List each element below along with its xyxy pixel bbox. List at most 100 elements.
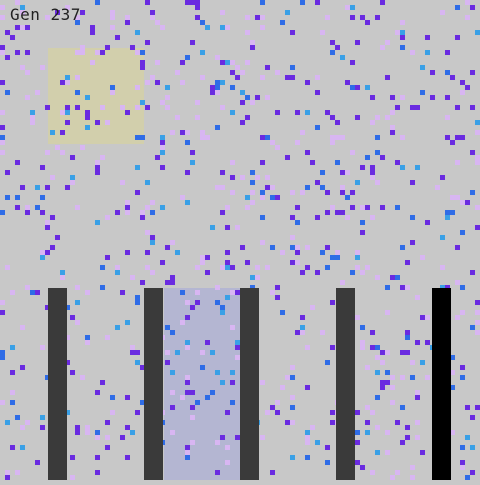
particle [375, 115, 380, 120]
particle [160, 145, 165, 150]
particle [250, 100, 255, 105]
particle [85, 115, 90, 120]
particle [230, 60, 235, 65]
particle [320, 30, 325, 35]
particle [215, 440, 220, 445]
particle [60, 80, 65, 85]
particle [385, 115, 390, 120]
particle [125, 320, 130, 325]
particle [390, 130, 395, 135]
particle [165, 245, 170, 250]
particle [180, 80, 185, 85]
particle [25, 25, 30, 30]
particle [275, 110, 280, 115]
particle [45, 250, 50, 255]
particle [20, 425, 25, 430]
particle [125, 200, 130, 205]
particle [330, 255, 335, 260]
particle [295, 250, 300, 255]
particle [195, 100, 200, 105]
particle [230, 380, 235, 385]
particle [370, 175, 375, 180]
particle [325, 110, 330, 115]
particle [390, 275, 395, 280]
particle [215, 185, 220, 190]
particle [140, 100, 145, 105]
particle [305, 150, 310, 155]
particle [260, 0, 265, 5]
particle [405, 335, 410, 340]
particle [90, 25, 95, 30]
particle [465, 200, 470, 205]
particle [200, 365, 205, 370]
particle [475, 300, 480, 305]
particle [95, 165, 100, 170]
particle [150, 210, 155, 215]
particle [105, 420, 110, 425]
blue-zone [164, 288, 240, 480]
particle [460, 80, 465, 85]
particle [455, 160, 460, 165]
particle [330, 140, 335, 145]
particle [390, 400, 395, 405]
particle [470, 325, 475, 330]
particle [345, 80, 350, 85]
particle [445, 115, 450, 120]
particle [390, 385, 395, 390]
particle [0, 300, 5, 305]
particle [360, 230, 365, 235]
particle [330, 420, 335, 425]
particle [340, 190, 345, 195]
particle [300, 130, 305, 135]
particle [170, 130, 175, 135]
particle [390, 475, 395, 480]
particle [35, 290, 40, 295]
particle [300, 0, 305, 5]
particle [195, 5, 200, 10]
particle [135, 165, 140, 170]
particle [190, 440, 195, 445]
particle [115, 265, 120, 270]
particle [125, 15, 130, 20]
particle [105, 120, 110, 125]
particle [15, 470, 20, 475]
particle [170, 330, 175, 335]
particle [275, 400, 280, 405]
particle [170, 390, 175, 395]
particle [215, 300, 220, 305]
particle [475, 30, 480, 35]
particle [260, 190, 265, 195]
particle [105, 255, 110, 260]
particle [135, 350, 140, 355]
particle [195, 0, 200, 5]
particle [100, 155, 105, 160]
particle [245, 15, 250, 20]
particle [185, 130, 190, 135]
particle [185, 315, 190, 320]
particle [45, 225, 50, 230]
particle [100, 105, 105, 110]
particle [185, 445, 190, 450]
particle [40, 65, 45, 70]
particle [135, 300, 140, 305]
particle [225, 60, 230, 65]
particle [290, 375, 295, 380]
particle [95, 220, 100, 225]
particle [0, 50, 5, 55]
particle [5, 55, 10, 60]
particle [215, 80, 220, 85]
particle [370, 165, 375, 170]
particle [420, 65, 425, 70]
particle [460, 460, 465, 465]
particle [455, 245, 460, 250]
particle [75, 75, 80, 80]
particle [140, 50, 145, 55]
particle [0, 400, 5, 405]
particle [210, 225, 215, 230]
particle [305, 80, 310, 85]
particle [385, 380, 390, 385]
particle [260, 435, 265, 440]
particle [145, 250, 150, 255]
particle [280, 310, 285, 315]
